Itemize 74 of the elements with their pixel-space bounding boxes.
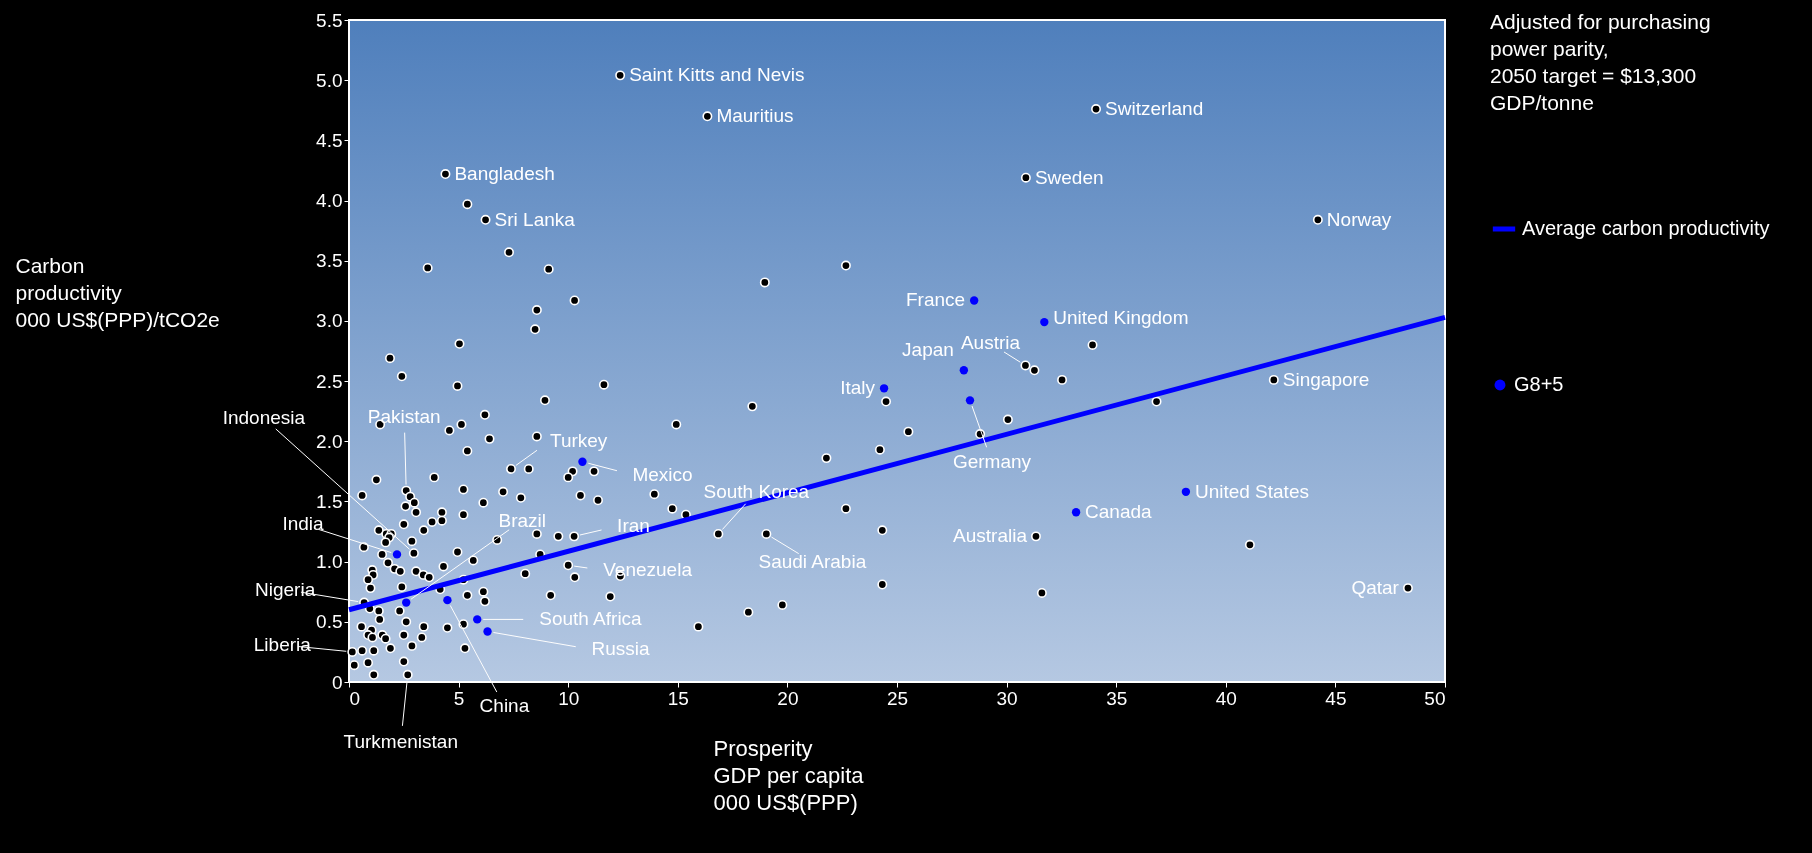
annotation: Saint Kitts and Nevis [629,64,805,86]
y-tick-label: 3.5 [316,250,343,272]
x-tick-label: 30 [996,687,1018,709]
annotation: Australia [953,525,1028,547]
text: Adjusted for purchasing power parity, 2050 target = $13,300 GDP/tonne [1490,10,1711,114]
y-axis-title: Carbon productivity 000 US$(PPP)/tCO2e [15,253,220,331]
point [959,366,969,375]
annotation: Qatar [1351,577,1400,599]
annotation: Germany [952,451,1032,473]
annotation: Saudi Arabia [758,550,867,572]
y-tick-label: 2.5 [316,370,343,392]
annotation: Singapore [1282,368,1370,390]
x-tick-label: 15 [667,687,689,709]
annotation: China [479,695,530,717]
annotation: Sweden [1034,166,1104,188]
annotation: Turkey [549,429,608,451]
annotation: Switzerland [1105,98,1204,120]
annotation: South Africa [539,608,643,630]
x-tick-label: 25 [886,687,909,709]
y-tick-label: 2.0 [316,430,343,452]
y-tick-label: 1.0 [316,551,343,573]
annotation: France [906,289,966,311]
annotation: Sri Lanka [494,208,576,230]
annotation: Indonesia [222,407,306,429]
point [443,595,452,605]
annotation: Bangladesh [454,163,555,185]
annotation: Japan [902,339,954,361]
annotation: United States [1194,480,1309,502]
annotation: Italy [840,377,876,399]
annotation: Norway [1326,208,1392,230]
x-tick-label: 45 [1325,687,1347,709]
y-tick-label: 0 [331,671,343,693]
annotation: India [282,513,325,535]
legend-label: G8+5 [1514,373,1564,395]
annotation: Iran [617,515,650,537]
annotation: Canada [1085,501,1153,523]
x-tick-label: 50 [1424,687,1446,709]
point [392,550,402,559]
y-tick-label: 4.0 [316,190,343,212]
annotation: Venezuela [603,559,693,581]
y-tick-label: 0.5 [316,611,343,633]
annotation: United Kingdom [1053,307,1189,329]
annotation: Russia [591,638,651,660]
annotation: Mauritius [716,105,794,127]
x-tick-label: 20 [777,687,799,709]
x-tick-label: 5 [453,687,465,709]
point [1181,487,1191,496]
y-tick-label: 5.0 [316,69,343,91]
legend-label: Average carbon productivity [1522,217,1770,239]
x-tick-label: 35 [1106,687,1128,709]
point [578,457,587,466]
x-tick-label: 40 [1215,687,1237,709]
y-tick-label: 4.5 [316,129,343,151]
point [969,296,979,305]
point [1040,317,1049,327]
annotation: Brazil [498,509,546,531]
y-tick-label: 3.0 [316,310,343,332]
annotation: Austria [960,332,1021,354]
point [483,627,492,636]
y-tick-label: 5.5 [316,9,343,31]
point [1071,508,1081,517]
annotation: Nigeria [255,578,316,600]
x-tick-label: 10 [558,687,580,709]
point [879,384,889,393]
point [402,598,411,607]
annotation: Mexico [632,463,693,485]
x-tick-label: 0 [349,687,361,709]
point [965,396,975,405]
annotation: Turkmenistan [343,730,458,752]
annotation: Liberia [253,633,312,655]
annotation: Pakistan [367,405,441,427]
y-tick-label: 1.5 [316,490,343,512]
point [473,615,482,624]
x-axis-title: Prosperity GDP per capita 000 US$(PPP) [713,735,865,815]
